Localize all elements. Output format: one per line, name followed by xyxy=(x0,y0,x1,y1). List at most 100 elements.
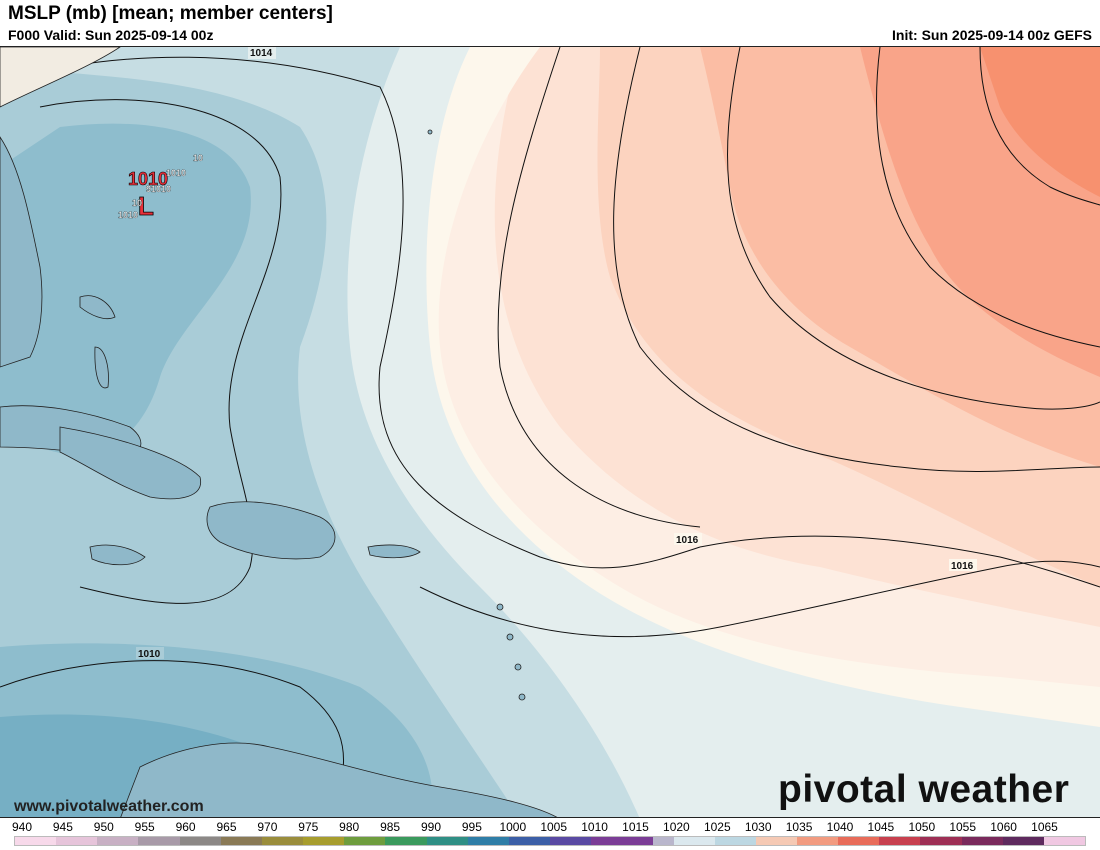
colorbar-swatch xyxy=(303,837,324,845)
colorbar-swatch xyxy=(138,837,160,845)
land-bahamas-a xyxy=(79,295,116,320)
isobar-1014 xyxy=(19,56,701,569)
colorbar-swatch xyxy=(261,837,283,845)
colorbar-tick-label: 1010 xyxy=(581,820,608,834)
colorbar-swatch xyxy=(323,837,345,845)
colorbar-swatch xyxy=(220,837,242,845)
colorbar-swatch xyxy=(570,837,592,845)
colorbar-tick-label: 955 xyxy=(134,820,155,834)
contour-label-1016-b: 1016 xyxy=(951,561,974,572)
colorbar-swatch xyxy=(858,837,880,845)
colorbar-tick-label: 980 xyxy=(339,820,360,834)
watermark-url: www.pivotalweather.com xyxy=(14,798,204,815)
colorbar-swatch xyxy=(344,837,365,845)
colorbar-ticks: 940 945 950 955 960 965 970 975 980 985 990 995 1000… xyxy=(0,820,1100,834)
land-us-east-coast xyxy=(0,47,121,108)
colorbar-swatch xyxy=(673,837,695,845)
member-label-2: 1010 xyxy=(166,168,186,178)
isobar-1024 xyxy=(876,47,1100,348)
init-time: Init: Sun 2025-09-14 00z GEFS xyxy=(892,27,1092,43)
colorbar-swatch xyxy=(961,837,983,845)
colorbar-tick-label: 985 xyxy=(380,820,401,834)
colorbar-swatch xyxy=(385,837,406,845)
land-island-3 xyxy=(514,663,522,671)
colorbar-tick-label: 1040 xyxy=(826,820,854,834)
colorbar-swatch xyxy=(817,837,839,845)
colorbar-swatch xyxy=(776,837,797,845)
land-florida xyxy=(0,136,43,368)
colorbar-tick-label: 945 xyxy=(52,820,73,834)
colorbar-tick-label: 1005 xyxy=(540,820,568,834)
isobars xyxy=(0,47,1100,817)
colorbar-swatch xyxy=(1002,837,1024,845)
land-island-2 xyxy=(506,633,514,641)
land-bermuda xyxy=(427,129,433,135)
colorbar-swatch xyxy=(611,837,633,845)
colorbar-swatch xyxy=(467,837,489,845)
colorbar-swatch xyxy=(117,837,139,845)
colorbar-swatch xyxy=(550,837,571,845)
colorbar-swatch xyxy=(982,837,1003,845)
colorbar-swatch xyxy=(159,837,180,845)
colorbar-swatch xyxy=(714,837,736,845)
low-center-value: 1010 xyxy=(128,169,168,189)
colorbar-tick-label: 960 xyxy=(175,820,196,834)
low-center-symbol: L xyxy=(138,191,154,221)
colorbar-swatch xyxy=(76,837,98,845)
pressure-map: 1014 1016 1016 1010 xyxy=(0,46,1100,818)
colorbar-swatch xyxy=(941,837,962,845)
colorbar-tick-label: 990 xyxy=(420,820,442,834)
colorbar-swatch xyxy=(1023,837,1044,845)
contour-label-group: 1014 1016 1016 1010 xyxy=(136,47,977,660)
header: MSLP (mb) [mean; member centers] F000 Va… xyxy=(0,0,1100,46)
colorbar-swatch xyxy=(405,837,427,845)
colorbar-swatch xyxy=(56,837,77,845)
colorbar-tick-label: 950 xyxy=(93,820,114,834)
colorbar-tick-label: 1025 xyxy=(703,820,731,834)
map-canvas: 1014 1016 1016 1010 xyxy=(0,47,1100,817)
land-island-4 xyxy=(518,693,526,701)
isobar-1016-a xyxy=(699,535,1100,588)
colorbar-swatch xyxy=(652,837,674,845)
colorbar: 940 945 950 955 960 965 970 975 980 985 990 995 1000… xyxy=(0,818,1100,850)
land-jamaica xyxy=(89,544,146,566)
member-label-4: 1010 xyxy=(118,210,138,220)
land-south-america xyxy=(120,742,558,817)
contour-label-1010: 1010 xyxy=(138,649,161,660)
colorbar-tick-label: 1060 xyxy=(990,820,1017,834)
isobar-1020 xyxy=(613,47,1100,472)
colorbar-swatch xyxy=(632,837,653,845)
colorbar-swatch xyxy=(879,837,900,845)
colorbar-swatch xyxy=(35,837,57,845)
land-bahamas-b xyxy=(94,346,109,389)
isobar-1018 xyxy=(497,47,701,528)
colorbar-swatch xyxy=(735,837,756,845)
isobar-1016-b xyxy=(419,560,1100,638)
field-1026 xyxy=(980,47,1100,197)
colorbar-swatch xyxy=(899,837,921,845)
colorbar-swatch xyxy=(488,837,509,845)
isobar-1012 xyxy=(39,99,282,604)
colorbar-tick-label: 975 xyxy=(298,820,319,834)
contour-label-1014: 1014 xyxy=(250,48,273,59)
colorbar-tick-label: 1015 xyxy=(622,820,649,834)
colorbar-tick-label: 1050 xyxy=(908,820,936,834)
colorbar-swatch xyxy=(241,837,262,845)
colorbar-tick-label: 1030 xyxy=(744,820,772,834)
colorbar-swatch xyxy=(838,837,859,845)
land-hispaniola xyxy=(206,501,336,560)
colorbar-tick-label: 940 xyxy=(11,820,33,834)
colorbar-swatch xyxy=(920,837,942,845)
colorbar-tick-label: 1000 xyxy=(499,820,527,834)
colorbar-swatches xyxy=(14,836,1086,846)
colorbar-swatch xyxy=(426,837,448,845)
isobar-1026 xyxy=(979,47,1100,206)
colorbar-tick-label: 965 xyxy=(216,820,237,834)
colorbar-swatch xyxy=(694,837,715,845)
land-island-1 xyxy=(496,603,504,611)
colorbar-swatch xyxy=(97,837,118,845)
colorbar-swatch xyxy=(1043,837,1065,845)
colorbar-swatch xyxy=(447,837,468,845)
map-title: MSLP (mb) [mean; member centers] xyxy=(8,3,333,24)
isobar-1010 xyxy=(0,660,345,817)
